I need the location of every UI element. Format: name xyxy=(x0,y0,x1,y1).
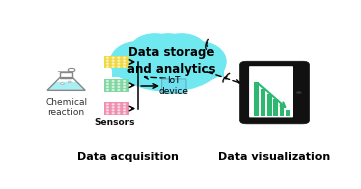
Ellipse shape xyxy=(155,33,208,71)
Circle shape xyxy=(106,104,108,105)
Ellipse shape xyxy=(144,33,192,67)
Bar xyxy=(112,64,224,77)
Circle shape xyxy=(68,81,71,83)
Bar xyxy=(58,71,74,72)
Bar xyxy=(255,82,259,116)
Circle shape xyxy=(118,113,120,114)
Circle shape xyxy=(112,66,114,67)
Circle shape xyxy=(106,110,108,111)
Circle shape xyxy=(118,66,120,67)
Ellipse shape xyxy=(168,41,227,82)
Ellipse shape xyxy=(111,51,151,80)
Circle shape xyxy=(106,60,108,61)
Circle shape xyxy=(123,110,126,111)
Text: ): ) xyxy=(204,36,209,45)
FancyBboxPatch shape xyxy=(104,56,129,68)
Ellipse shape xyxy=(185,51,226,80)
Circle shape xyxy=(112,87,114,88)
Bar xyxy=(273,99,278,116)
Text: Sensors: Sensors xyxy=(95,118,135,127)
Circle shape xyxy=(106,87,108,88)
Text: Chemical
reaction: Chemical reaction xyxy=(45,98,87,117)
Circle shape xyxy=(106,66,108,67)
Ellipse shape xyxy=(129,33,182,71)
Bar xyxy=(267,94,271,116)
Bar xyxy=(286,110,291,116)
Circle shape xyxy=(106,107,108,108)
Circle shape xyxy=(112,57,114,58)
Circle shape xyxy=(106,89,108,91)
Circle shape xyxy=(118,87,120,88)
Text: IoT
device: IoT device xyxy=(159,76,189,96)
Circle shape xyxy=(123,104,126,105)
Circle shape xyxy=(106,63,108,64)
Circle shape xyxy=(118,107,120,108)
Circle shape xyxy=(112,107,114,108)
Text: Data visualization: Data visualization xyxy=(218,152,331,162)
Circle shape xyxy=(112,110,114,111)
Circle shape xyxy=(123,60,126,61)
Circle shape xyxy=(118,57,120,58)
Circle shape xyxy=(123,87,126,88)
Circle shape xyxy=(118,60,120,61)
Circle shape xyxy=(118,63,120,64)
Circle shape xyxy=(118,110,120,111)
Circle shape xyxy=(123,113,126,114)
Text: Data acquisition: Data acquisition xyxy=(77,152,179,162)
Circle shape xyxy=(112,104,114,105)
Circle shape xyxy=(112,63,114,64)
Bar xyxy=(60,72,73,77)
Circle shape xyxy=(296,91,302,94)
Circle shape xyxy=(123,89,126,91)
Text: (: ( xyxy=(221,72,230,81)
Text: ): ) xyxy=(204,38,209,48)
FancyBboxPatch shape xyxy=(162,79,186,93)
FancyBboxPatch shape xyxy=(104,79,129,92)
Circle shape xyxy=(106,113,108,114)
FancyBboxPatch shape xyxy=(240,61,309,124)
Circle shape xyxy=(123,63,126,64)
Circle shape xyxy=(118,104,120,105)
Polygon shape xyxy=(47,82,85,90)
Bar xyxy=(261,88,265,116)
Circle shape xyxy=(118,89,120,91)
FancyBboxPatch shape xyxy=(249,66,293,117)
FancyBboxPatch shape xyxy=(104,102,129,115)
Circle shape xyxy=(112,89,114,91)
Circle shape xyxy=(112,60,114,61)
Circle shape xyxy=(112,113,114,114)
Circle shape xyxy=(123,57,126,58)
Circle shape xyxy=(123,66,126,67)
Circle shape xyxy=(106,57,108,58)
Bar xyxy=(279,104,284,116)
Text: (: ( xyxy=(219,74,227,84)
Ellipse shape xyxy=(115,35,221,92)
Text: Data storage
and analytics: Data storage and analytics xyxy=(127,46,215,76)
Circle shape xyxy=(61,83,64,85)
Ellipse shape xyxy=(110,41,168,82)
Circle shape xyxy=(123,107,126,108)
